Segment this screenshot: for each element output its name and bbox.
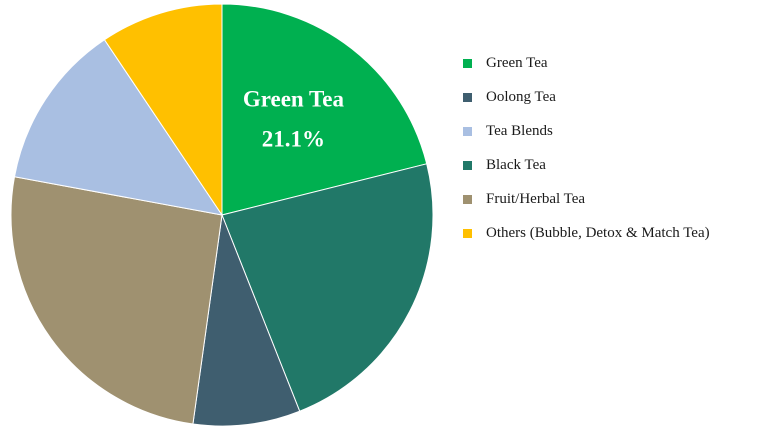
legend-item-oolong-tea: Oolong Tea — [463, 80, 710, 114]
legend-swatch — [463, 92, 472, 102]
legend-swatch — [463, 160, 472, 170]
pie-slice-oolong-tea — [192, 213, 301, 426]
data-label-value-green-tea: 21.1% — [262, 127, 325, 152]
legend-label: Oolong Tea — [486, 88, 556, 105]
legend-label: Others (Bubble, Detox & Match Tea) — [486, 224, 710, 241]
chart-legend: Green Tea Oolong Tea Tea Blends Black Tea Fr… — [463, 46, 710, 250]
legend-item-fruit-herbal-tea: Fruit/Herbal Tea — [463, 182, 710, 216]
legend-swatch — [463, 228, 472, 238]
pie-slices — [10, 3, 434, 426]
legend-item-others-bubble-detox-match-tea: Others (Bubble, Detox & Match Tea) — [463, 216, 710, 250]
legend-label: Green Tea — [486, 54, 548, 71]
legend-item-tea-blends: Tea Blends — [463, 114, 710, 148]
legend-label: Fruit/Herbal Tea — [486, 190, 586, 207]
pie-slice-green-tea — [221, 3, 428, 216]
legend-item-black-tea: Black Tea — [463, 148, 710, 182]
legend-swatch — [463, 194, 472, 204]
legend-swatch — [463, 58, 472, 68]
legend-swatch — [463, 126, 472, 136]
pie-data-labels: Green Tea 21.1% — [243, 87, 345, 152]
data-label-name-green-tea: Green Tea — [243, 87, 345, 112]
pie-slice-black-tea — [221, 163, 434, 412]
legend-label: Black Tea — [486, 156, 546, 173]
pie-slice-fruit-herbal-tea — [10, 176, 223, 425]
pie-slice-tea-blends — [13, 39, 224, 216]
legend-label: Tea Blends — [486, 122, 553, 139]
pie-slice-others-bubble-detox-match-tea — [103, 3, 223, 217]
legend-item-green-tea: Green Tea — [463, 46, 710, 80]
